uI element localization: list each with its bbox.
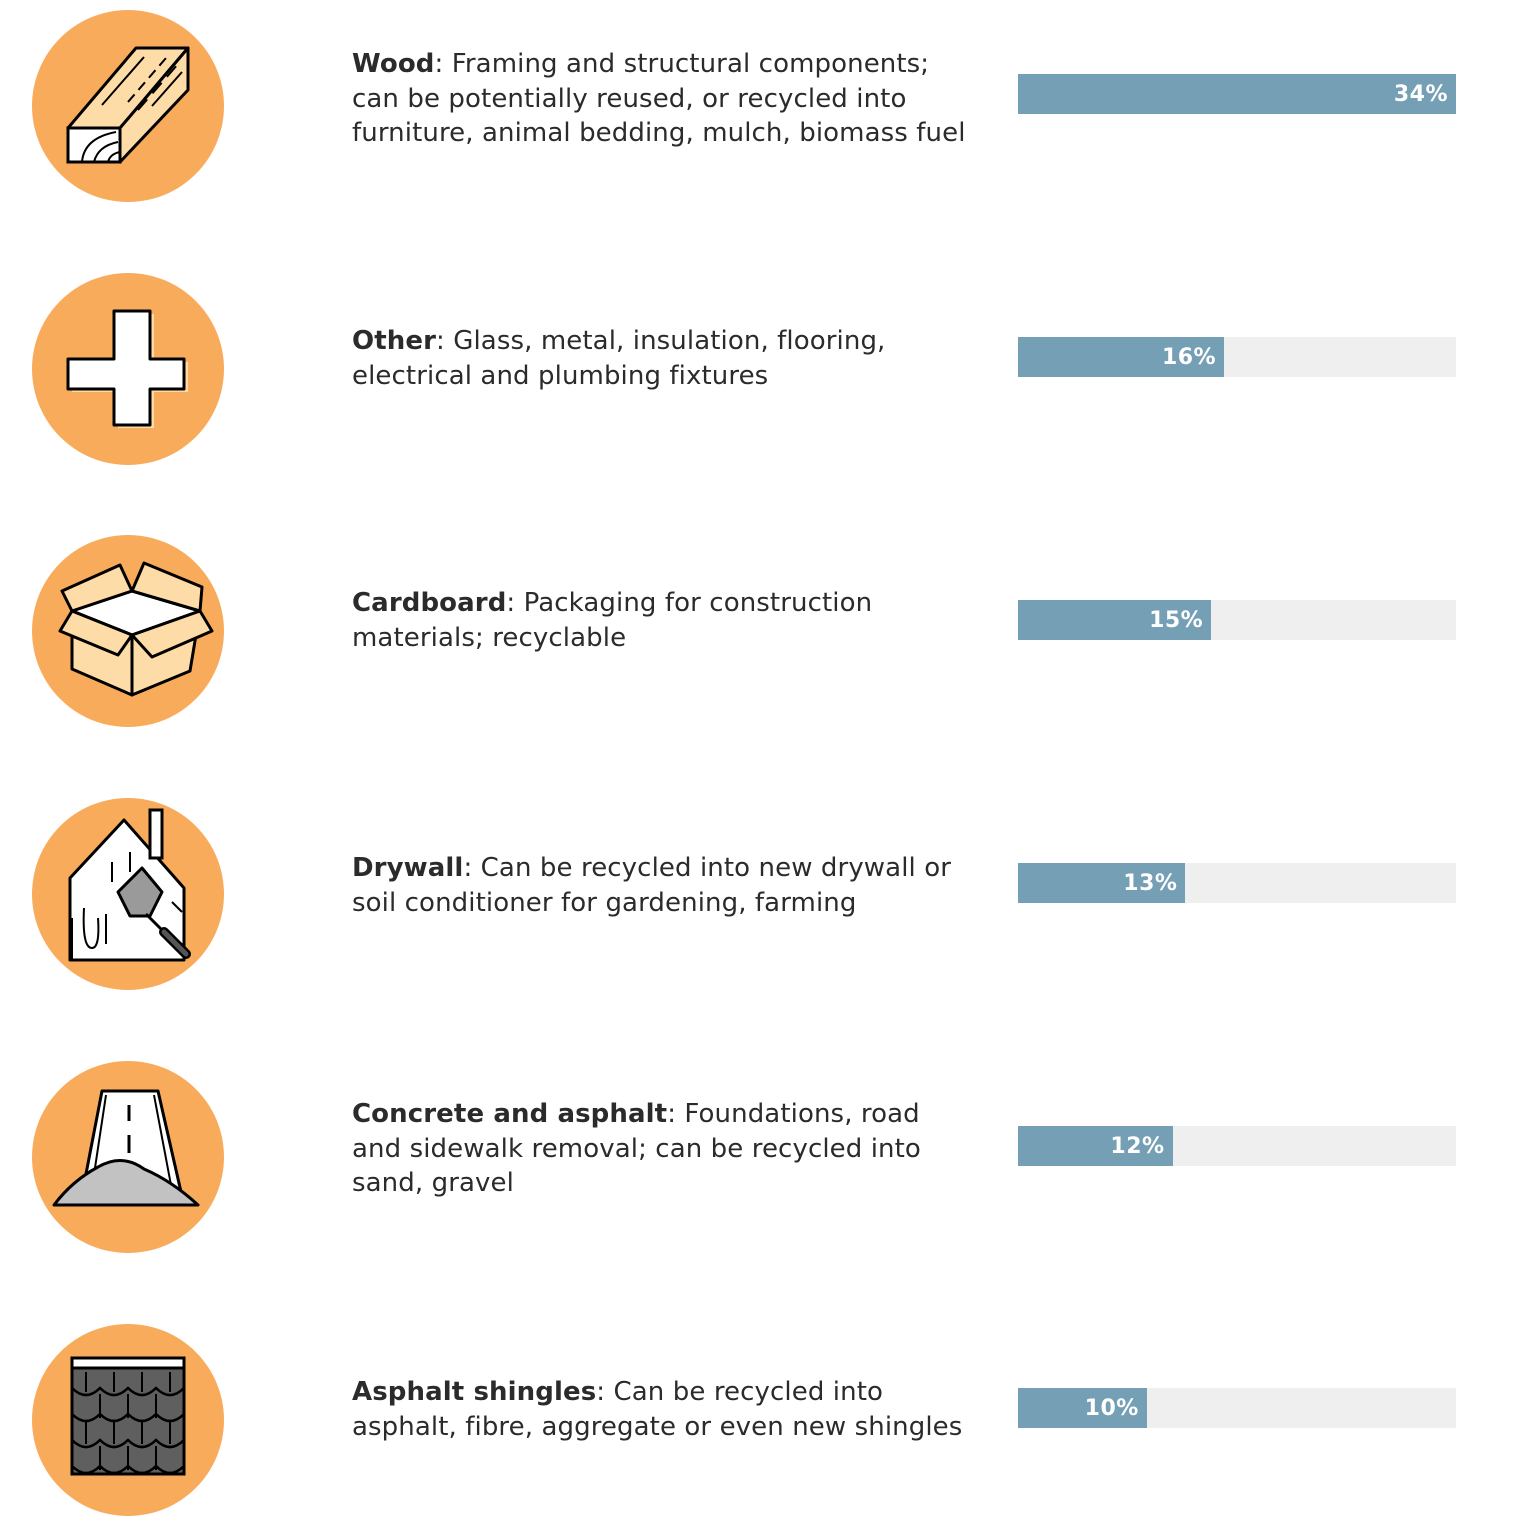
shingles-icon: [32, 1324, 224, 1516]
list-item: Concrete and asphalt: Foundations, road …: [0, 1061, 1530, 1261]
list-item: Asphalt shingles: Can be recycled into a…: [0, 1324, 1530, 1524]
category-label: Other: [352, 326, 436, 356]
bar-concrete-asphalt: 12%: [1018, 1126, 1173, 1166]
category-label: Asphalt shingles: [352, 1377, 597, 1407]
wood-beam-icon: [32, 10, 224, 202]
list-item: Wood: Framing and structural components;…: [0, 10, 1530, 210]
category-description: Cardboard: Packaging for construction ma…: [352, 586, 967, 655]
plus-icon: [32, 273, 224, 465]
category-label: Wood: [352, 49, 435, 79]
category-label: Drywall: [352, 853, 464, 883]
list-item: Drywall: Can be recycled into new drywal…: [0, 798, 1530, 998]
bar-asphalt-shingles: 10%: [1018, 1388, 1147, 1428]
bar-track: 16%: [1018, 337, 1456, 377]
road-gravel-icon: [32, 1061, 224, 1253]
bar-cardboard: 15%: [1018, 600, 1212, 640]
category-description: Other: Glass, metal, insulation, floorin…: [352, 324, 967, 393]
list-item: Other: Glass, metal, insulation, floorin…: [0, 273, 1530, 473]
bar-drywall: 13%: [1018, 863, 1186, 903]
bar-track: 12%: [1018, 1126, 1456, 1166]
category-description: Wood: Framing and structural components;…: [352, 47, 967, 151]
category-label: Concrete and asphalt: [352, 1099, 668, 1129]
bar-value-label: 16%: [1161, 345, 1217, 370]
category-detail: : Can be recycled into asphalt, fibre, a…: [352, 1377, 963, 1442]
bar-track: 10%: [1018, 1388, 1456, 1428]
bar-wood: 34%: [1018, 74, 1456, 114]
bar-other: 16%: [1018, 337, 1225, 377]
category-detail: : Glass, metal, insulation, flooring, el…: [352, 326, 886, 391]
list-item: Cardboard: Packaging for construction ma…: [0, 535, 1530, 735]
category-detail: : Framing and structural components; can…: [352, 49, 966, 148]
bar-track: 15%: [1018, 600, 1456, 640]
bar-value-label: 10%: [1084, 1396, 1139, 1421]
category-detail: : Can be recycled into new drywall or so…: [352, 853, 952, 918]
category-detail: : Foundations, road and sidewalk removal…: [352, 1099, 921, 1198]
bar-track: 13%: [1018, 863, 1456, 903]
bar-value-label: 15%: [1149, 608, 1204, 633]
bar-value-label: 13%: [1123, 871, 1178, 896]
drywall-house-icon: [32, 798, 224, 990]
category-detail: : Packaging for construction materials; …: [352, 588, 873, 653]
category-label: Cardboard: [352, 588, 507, 618]
category-description: Asphalt shingles: Can be recycled into a…: [352, 1375, 967, 1444]
category-description: Concrete and asphalt: Foundations, road …: [352, 1097, 967, 1201]
bar-track: 34%: [1018, 74, 1456, 114]
category-description: Drywall: Can be recycled into new drywal…: [352, 851, 967, 920]
bar-value-label: 12%: [1110, 1134, 1165, 1159]
bar-value-label: 34%: [1393, 82, 1448, 107]
cardboard-box-icon: [32, 535, 224, 727]
